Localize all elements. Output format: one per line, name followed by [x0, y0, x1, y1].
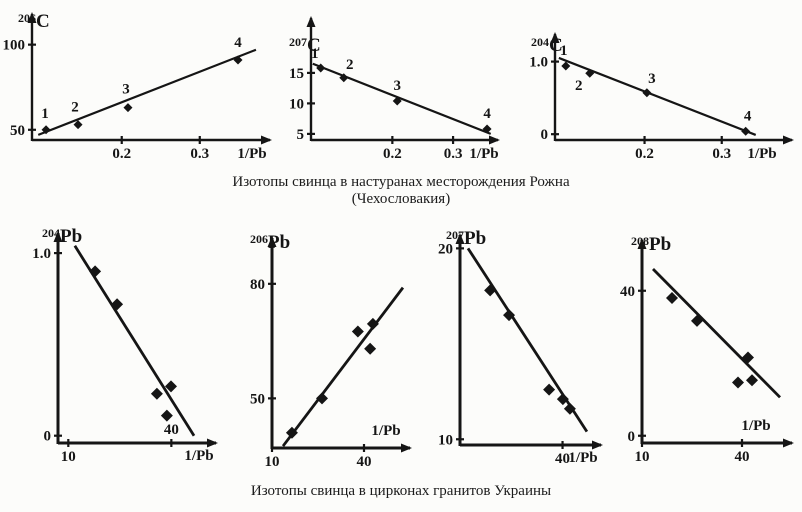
- svg-text:10: 10: [265, 454, 280, 470]
- svg-text:0.2: 0.2: [635, 146, 654, 162]
- svg-text:1.0: 1.0: [32, 246, 51, 262]
- svg-text:5: 5: [297, 127, 305, 143]
- svg-text:1/Pb: 1/Pb: [747, 146, 776, 162]
- svg-text:1: 1: [311, 46, 319, 62]
- svg-text:1: 1: [41, 106, 49, 122]
- chart-207c-rozhna: 15 10 5 0.2 0.3 1 2 3 4 207C 1/Pb: [283, 2, 505, 168]
- svg-text:15: 15: [289, 66, 304, 82]
- svg-text:1/Pb: 1/Pb: [741, 418, 770, 434]
- svg-text:40: 40: [357, 454, 372, 470]
- chart-204c-rozhna: 1.0 0 0.2 0.3 1 2 3 4 204C 1/Pb: [526, 2, 802, 168]
- svg-text:206C: 206C: [18, 11, 50, 32]
- svg-text:40: 40: [555, 451, 570, 467]
- svg-text:4: 4: [744, 108, 752, 124]
- svg-text:204Pb: 204Pb: [42, 226, 82, 247]
- svg-text:3: 3: [393, 78, 401, 94]
- svg-text:1: 1: [560, 43, 568, 59]
- caption-rozhna-line1: Изотопы свинца в настуранах месторождени…: [232, 174, 570, 190]
- svg-text:3: 3: [648, 71, 656, 87]
- chart-207pb-ukraine: 20 10 40 207Pb 1/Pb: [423, 213, 611, 475]
- svg-text:2: 2: [346, 57, 354, 73]
- caption-rozhna-line2: (Чехословакия): [351, 191, 451, 207]
- svg-text:40: 40: [620, 284, 635, 300]
- svg-text:207C: 207C: [289, 35, 321, 56]
- svg-text:40: 40: [164, 422, 179, 438]
- svg-text:100: 100: [3, 38, 26, 54]
- svg-text:20: 20: [438, 241, 453, 257]
- svg-text:50: 50: [10, 123, 25, 139]
- svg-text:0.2: 0.2: [112, 146, 131, 162]
- svg-text:2: 2: [575, 78, 583, 94]
- svg-text:0.3: 0.3: [712, 146, 731, 162]
- chart-204pb-ukraine: 1.0 0 10 40 204Pb 1/Pb: [8, 213, 228, 475]
- svg-text:0.3: 0.3: [190, 146, 209, 162]
- svg-text:1/Pb: 1/Pb: [568, 450, 597, 466]
- chart-208pb-ukraine: 40 0 10 40 208Pb 1/Pb: [610, 213, 802, 475]
- svg-text:2: 2: [71, 100, 79, 116]
- svg-text:50: 50: [250, 391, 265, 407]
- svg-text:0: 0: [541, 127, 549, 143]
- svg-text:10: 10: [289, 96, 304, 112]
- svg-text:206Pb: 206Pb: [250, 232, 290, 253]
- svg-text:0: 0: [44, 429, 52, 445]
- svg-text:1/Pb: 1/Pb: [237, 146, 266, 162]
- svg-text:4: 4: [234, 35, 242, 51]
- svg-text:1.0: 1.0: [529, 55, 548, 71]
- svg-text:204C: 204C: [531, 35, 563, 56]
- svg-text:3: 3: [122, 82, 130, 98]
- svg-text:208Pb: 208Pb: [631, 234, 671, 255]
- caption-ukraine: Изотопы свинца в цирконах гранитов Украи…: [250, 483, 552, 499]
- chart-206c-rozhna: 100 50 0.2 0.3 1 2 3 4 206C 1/Pb: [2, 2, 278, 168]
- svg-text:10: 10: [635, 449, 650, 465]
- svg-text:10: 10: [438, 432, 453, 448]
- svg-text:40: 40: [735, 449, 750, 465]
- svg-text:0: 0: [628, 429, 636, 445]
- svg-text:1/Pb: 1/Pb: [371, 423, 400, 439]
- svg-text:1/Pb: 1/Pb: [184, 448, 213, 464]
- svg-text:80: 80: [250, 277, 265, 293]
- svg-text:207Pb: 207Pb: [446, 228, 486, 249]
- caption-rozhna: Изотопы свинца в настуранах месторождени…: [100, 174, 702, 208]
- chart-206pb-ukraine: 80 50 10 40 206Pb 1/Pb: [228, 213, 420, 475]
- svg-text:1/Pb: 1/Pb: [469, 146, 498, 162]
- svg-text:4: 4: [483, 106, 491, 122]
- svg-text:10: 10: [61, 449, 76, 465]
- svg-text:0.3: 0.3: [444, 146, 463, 162]
- svg-text:0.2: 0.2: [383, 146, 402, 162]
